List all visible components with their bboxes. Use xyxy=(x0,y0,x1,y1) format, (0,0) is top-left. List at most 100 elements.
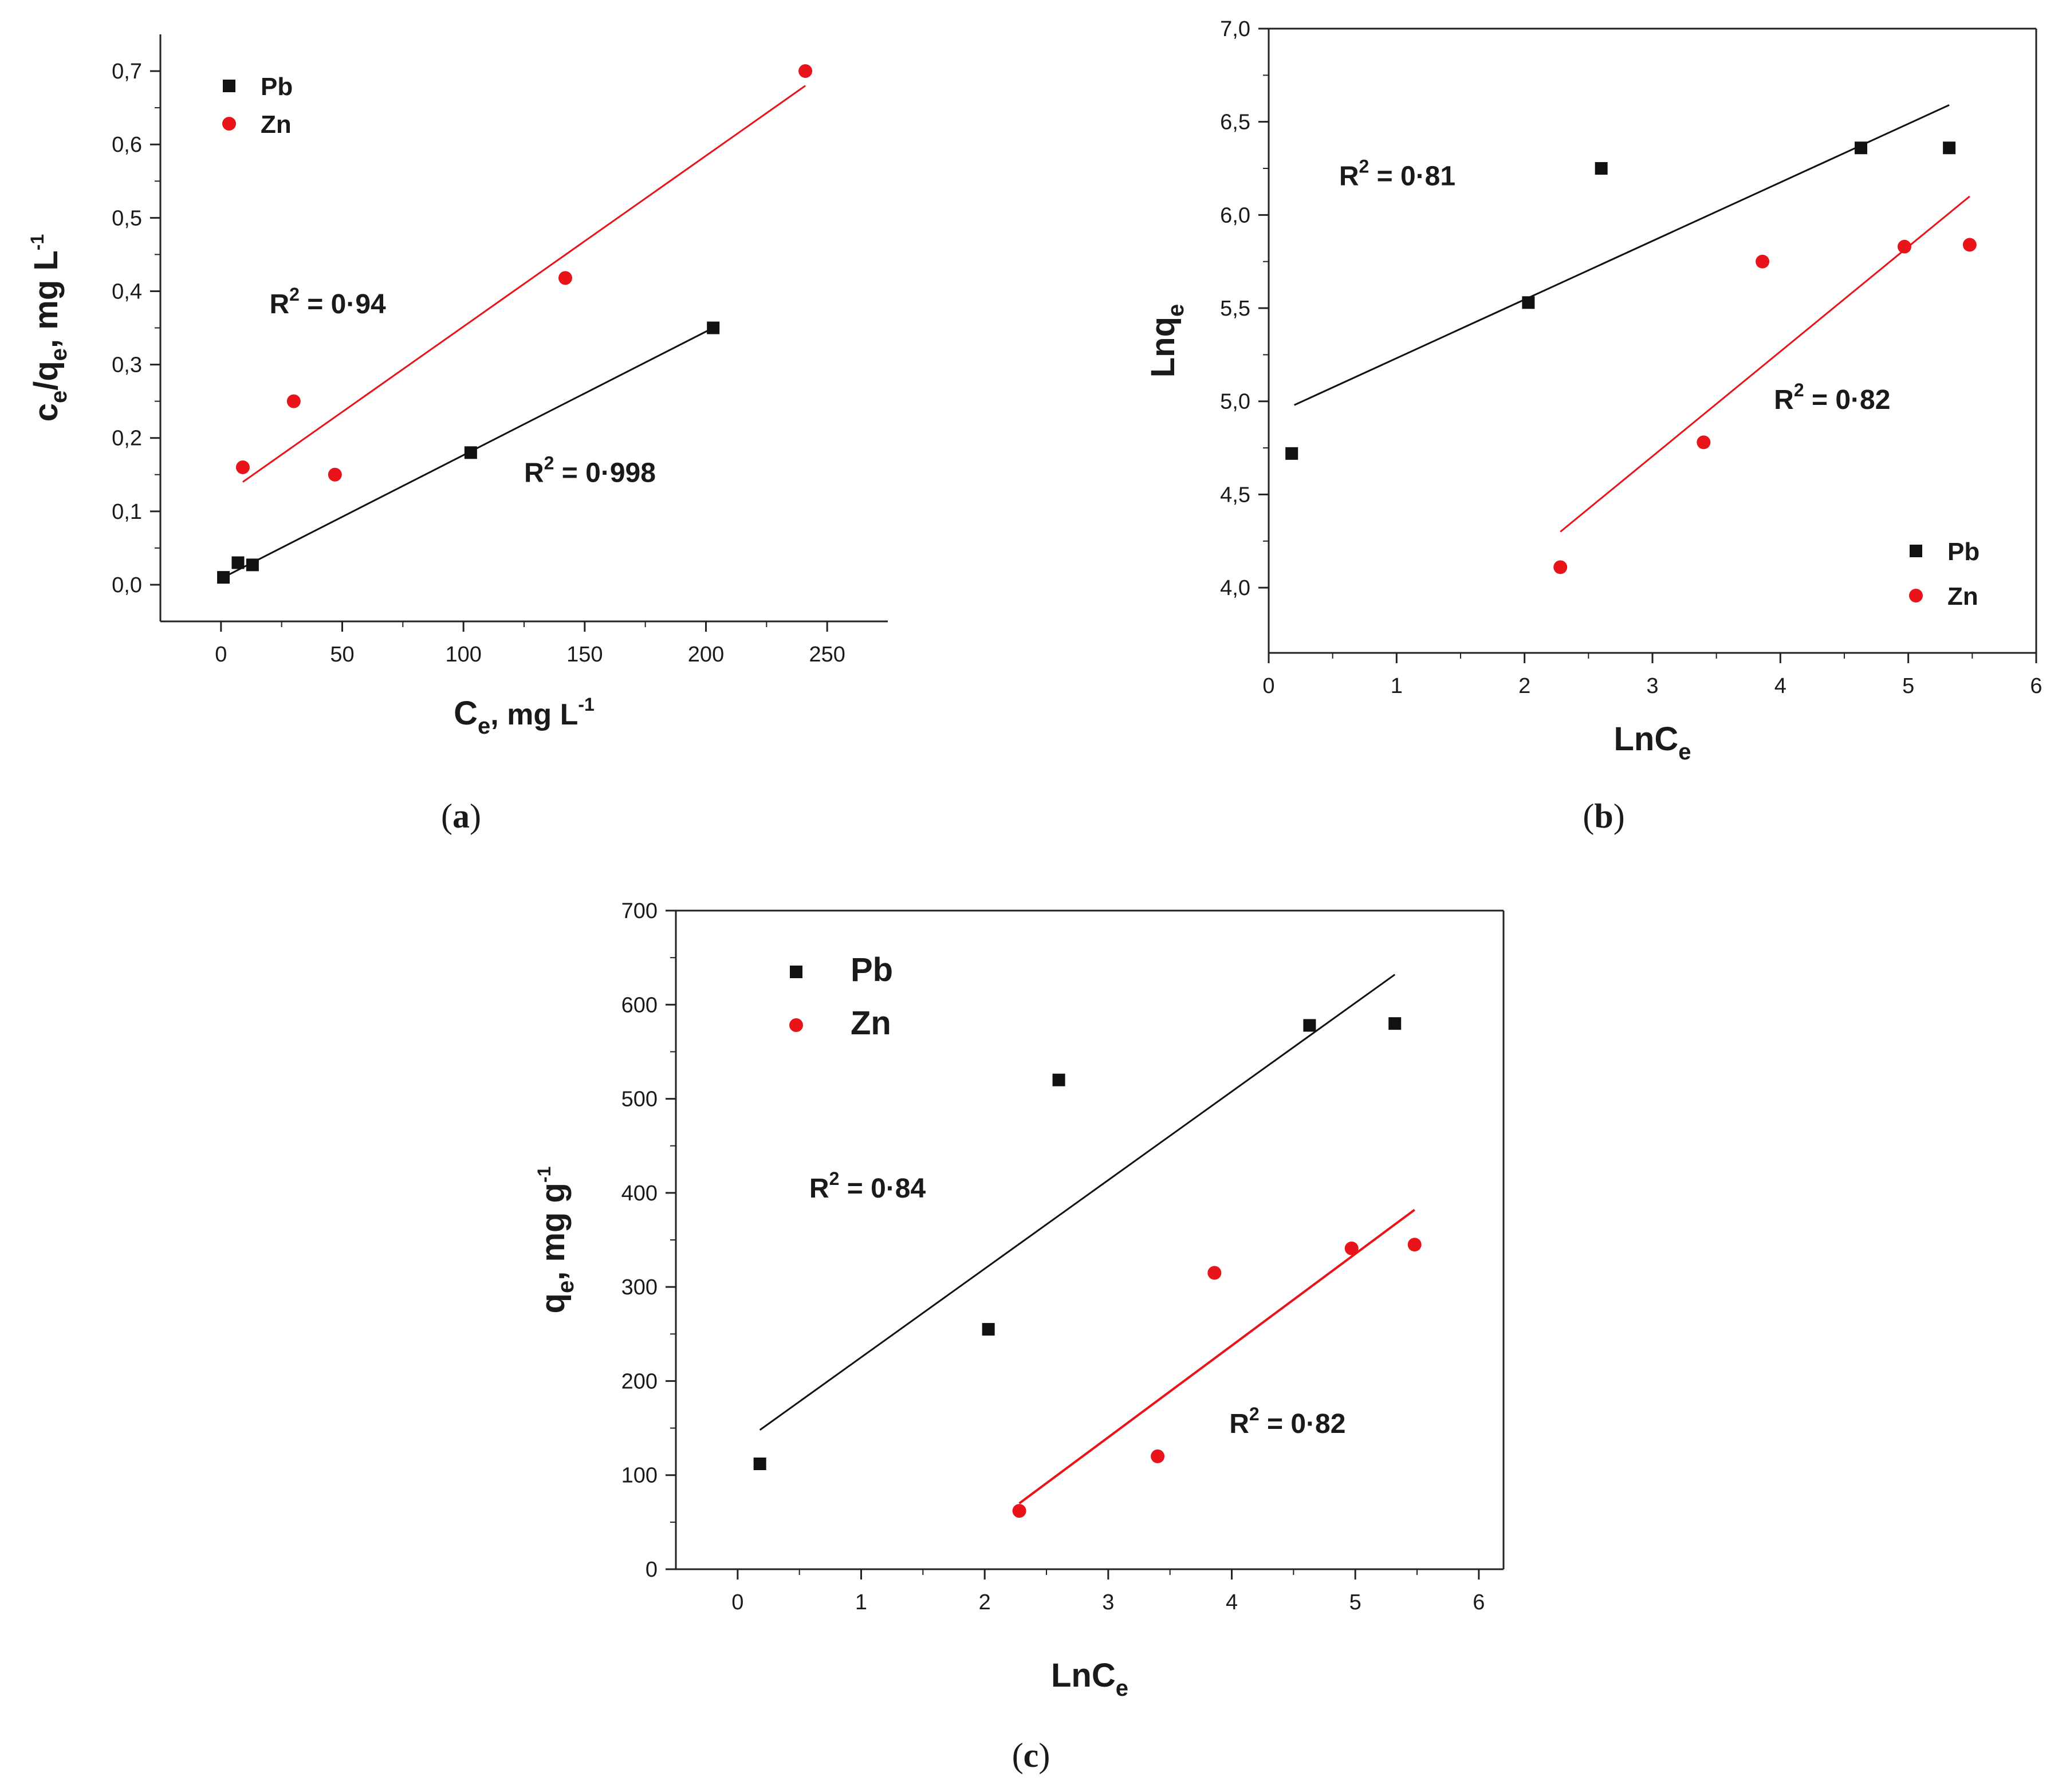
x-tick-label: 6 xyxy=(1473,1590,1485,1614)
x-tick-label: 250 xyxy=(809,643,845,667)
x-tick-label: 0 xyxy=(215,643,227,667)
zn-data-point xyxy=(798,64,813,78)
x-tick-label: 6 xyxy=(2030,674,2042,698)
x-tick-label: 100 xyxy=(445,643,481,667)
y-tick-label: 0,6 xyxy=(112,133,142,157)
pb-fit-line xyxy=(759,974,1396,1431)
r-squared-annotation: R2 = 0·84 xyxy=(809,1168,926,1204)
zn-data-point xyxy=(1553,560,1568,574)
panel-caption: (c) xyxy=(1012,1736,1050,1774)
zn-data-point xyxy=(1756,254,1770,269)
x-tick-label: 2 xyxy=(1518,674,1530,698)
x-tick-label: 3 xyxy=(1102,1590,1114,1614)
y-axis-label: ce/qe, mg L-1 xyxy=(27,234,72,422)
y-axis-label: Lnqe xyxy=(1144,304,1189,378)
panel-caption: (a) xyxy=(441,797,481,835)
y-tick-label: 4,0 xyxy=(1220,576,1250,600)
y-axis-label: qe, mg g-1 xyxy=(534,1167,579,1314)
zn-data-point xyxy=(1697,435,1711,450)
x-tick-label: 0 xyxy=(731,1590,743,1614)
pb-data-point xyxy=(707,321,720,334)
x-axis-label: LnCe xyxy=(1614,720,1691,765)
y-tick-label: 300 xyxy=(621,1275,658,1299)
x-tick-label: 4 xyxy=(1226,1590,1238,1614)
x-tick-label: 150 xyxy=(566,643,603,667)
legend-zn-marker xyxy=(222,117,236,131)
y-tick-label: 700 xyxy=(621,899,658,923)
x-tick-label: 3 xyxy=(1646,674,1658,698)
y-tick-label: 0,1 xyxy=(112,500,142,524)
pb-data-point xyxy=(753,1458,766,1470)
legend-pb-marker xyxy=(790,966,802,978)
x-axis-label: LnCe xyxy=(1051,1657,1128,1701)
zn-data-point xyxy=(1344,1241,1359,1255)
zn-data-point xyxy=(1012,1504,1026,1518)
y-tick-label: 7,0 xyxy=(1220,17,1250,41)
pb-data-point xyxy=(1522,296,1535,309)
legend-zn-label: Zn xyxy=(1947,582,1978,611)
y-tick-label: 0,5 xyxy=(112,206,142,230)
pb-data-point xyxy=(1595,162,1608,175)
x-tick-label: 4 xyxy=(1774,674,1786,698)
pb-data-point xyxy=(1285,447,1298,460)
x-tick-label: 50 xyxy=(330,643,354,667)
legend-pb-label: Pb xyxy=(1947,538,1980,566)
pb-data-point xyxy=(246,558,259,572)
r-squared-annotation: R2 = 0·82 xyxy=(1774,380,1890,415)
y-tick-label: 5,0 xyxy=(1220,390,1250,414)
zn-data-point xyxy=(558,271,572,285)
x-tick-label: 1 xyxy=(855,1590,867,1614)
pb-data-point xyxy=(1303,1019,1316,1032)
zn-data-point xyxy=(1897,239,1911,254)
y-tick-label: 600 xyxy=(621,993,658,1017)
zn-data-point xyxy=(286,394,301,408)
zn-fit-line xyxy=(242,85,806,483)
y-tick-label: 5,5 xyxy=(1220,297,1250,321)
legend-pb-label: Pb xyxy=(261,73,293,101)
pb-fit-line xyxy=(1294,104,1950,406)
y-tick-label: 400 xyxy=(621,1181,658,1206)
zn-fit-line xyxy=(1018,1208,1415,1505)
pb-data-point xyxy=(231,556,245,569)
pb-data-point xyxy=(1052,1073,1065,1086)
legend-zn-marker xyxy=(789,1018,803,1032)
y-tick-label: 0,4 xyxy=(112,279,142,304)
panel-a: 0 50 100 150 200 250 0,0 0,1 0,2 0,3 0,4 0,5 0,6 0,7 C… xyxy=(27,34,888,835)
pb-data-point xyxy=(982,1323,995,1336)
y-tick-label: 4,5 xyxy=(1220,483,1250,507)
r-squared-annotation: R2 = 0·94 xyxy=(270,284,387,320)
zn-data-point xyxy=(235,460,250,474)
panel-b: 0 1 2 3 4 5 6 4,0 4,5 5,0 5,5 6,0 6,5 7,0 LnCe Lnqe R2 =… xyxy=(1144,17,2043,835)
legend-pb-marker xyxy=(1910,545,1922,557)
pb-data-point xyxy=(464,446,477,459)
y-tick-label: 0,3 xyxy=(112,353,142,377)
y-tick-label: 0,7 xyxy=(112,60,142,84)
zn-data-point xyxy=(1407,1238,1422,1252)
pb-data-point xyxy=(1388,1017,1402,1030)
x-tick-label: 2 xyxy=(979,1590,991,1614)
y-tick-label: 0,2 xyxy=(112,427,142,451)
legend-zn-marker xyxy=(1909,589,1923,602)
x-tick-label: 200 xyxy=(688,643,724,667)
legend-zn-label: Zn xyxy=(851,1005,891,1042)
r-squared-annotation: R2 = 0·998 xyxy=(524,453,656,489)
y-tick-label: 100 xyxy=(621,1464,658,1488)
panel-c: 0 1 2 3 4 5 6 0 100 200 300 400 500 600 700 LnCe qe, mg … xyxy=(534,899,1505,1774)
pb-data-point xyxy=(217,571,230,584)
y-tick-label: 6,5 xyxy=(1220,111,1250,135)
y-tick-label: 200 xyxy=(621,1369,658,1393)
legend-pb-label: Pb xyxy=(851,951,893,988)
zn-data-point xyxy=(1151,1449,1165,1463)
legend-pb-marker xyxy=(223,80,235,92)
x-tick-label: 5 xyxy=(1902,674,1914,698)
pb-data-point xyxy=(1943,141,1956,155)
zn-data-point xyxy=(1207,1266,1222,1280)
x-tick-label: 5 xyxy=(1349,1590,1361,1614)
zn-data-point xyxy=(1962,238,1977,252)
y-tick-label: 500 xyxy=(621,1088,658,1112)
y-tick-label: 0 xyxy=(646,1558,658,1582)
y-tick-label: 0,0 xyxy=(112,573,142,597)
legend-zn-label: Zn xyxy=(261,111,292,139)
zn-data-point xyxy=(328,467,342,482)
